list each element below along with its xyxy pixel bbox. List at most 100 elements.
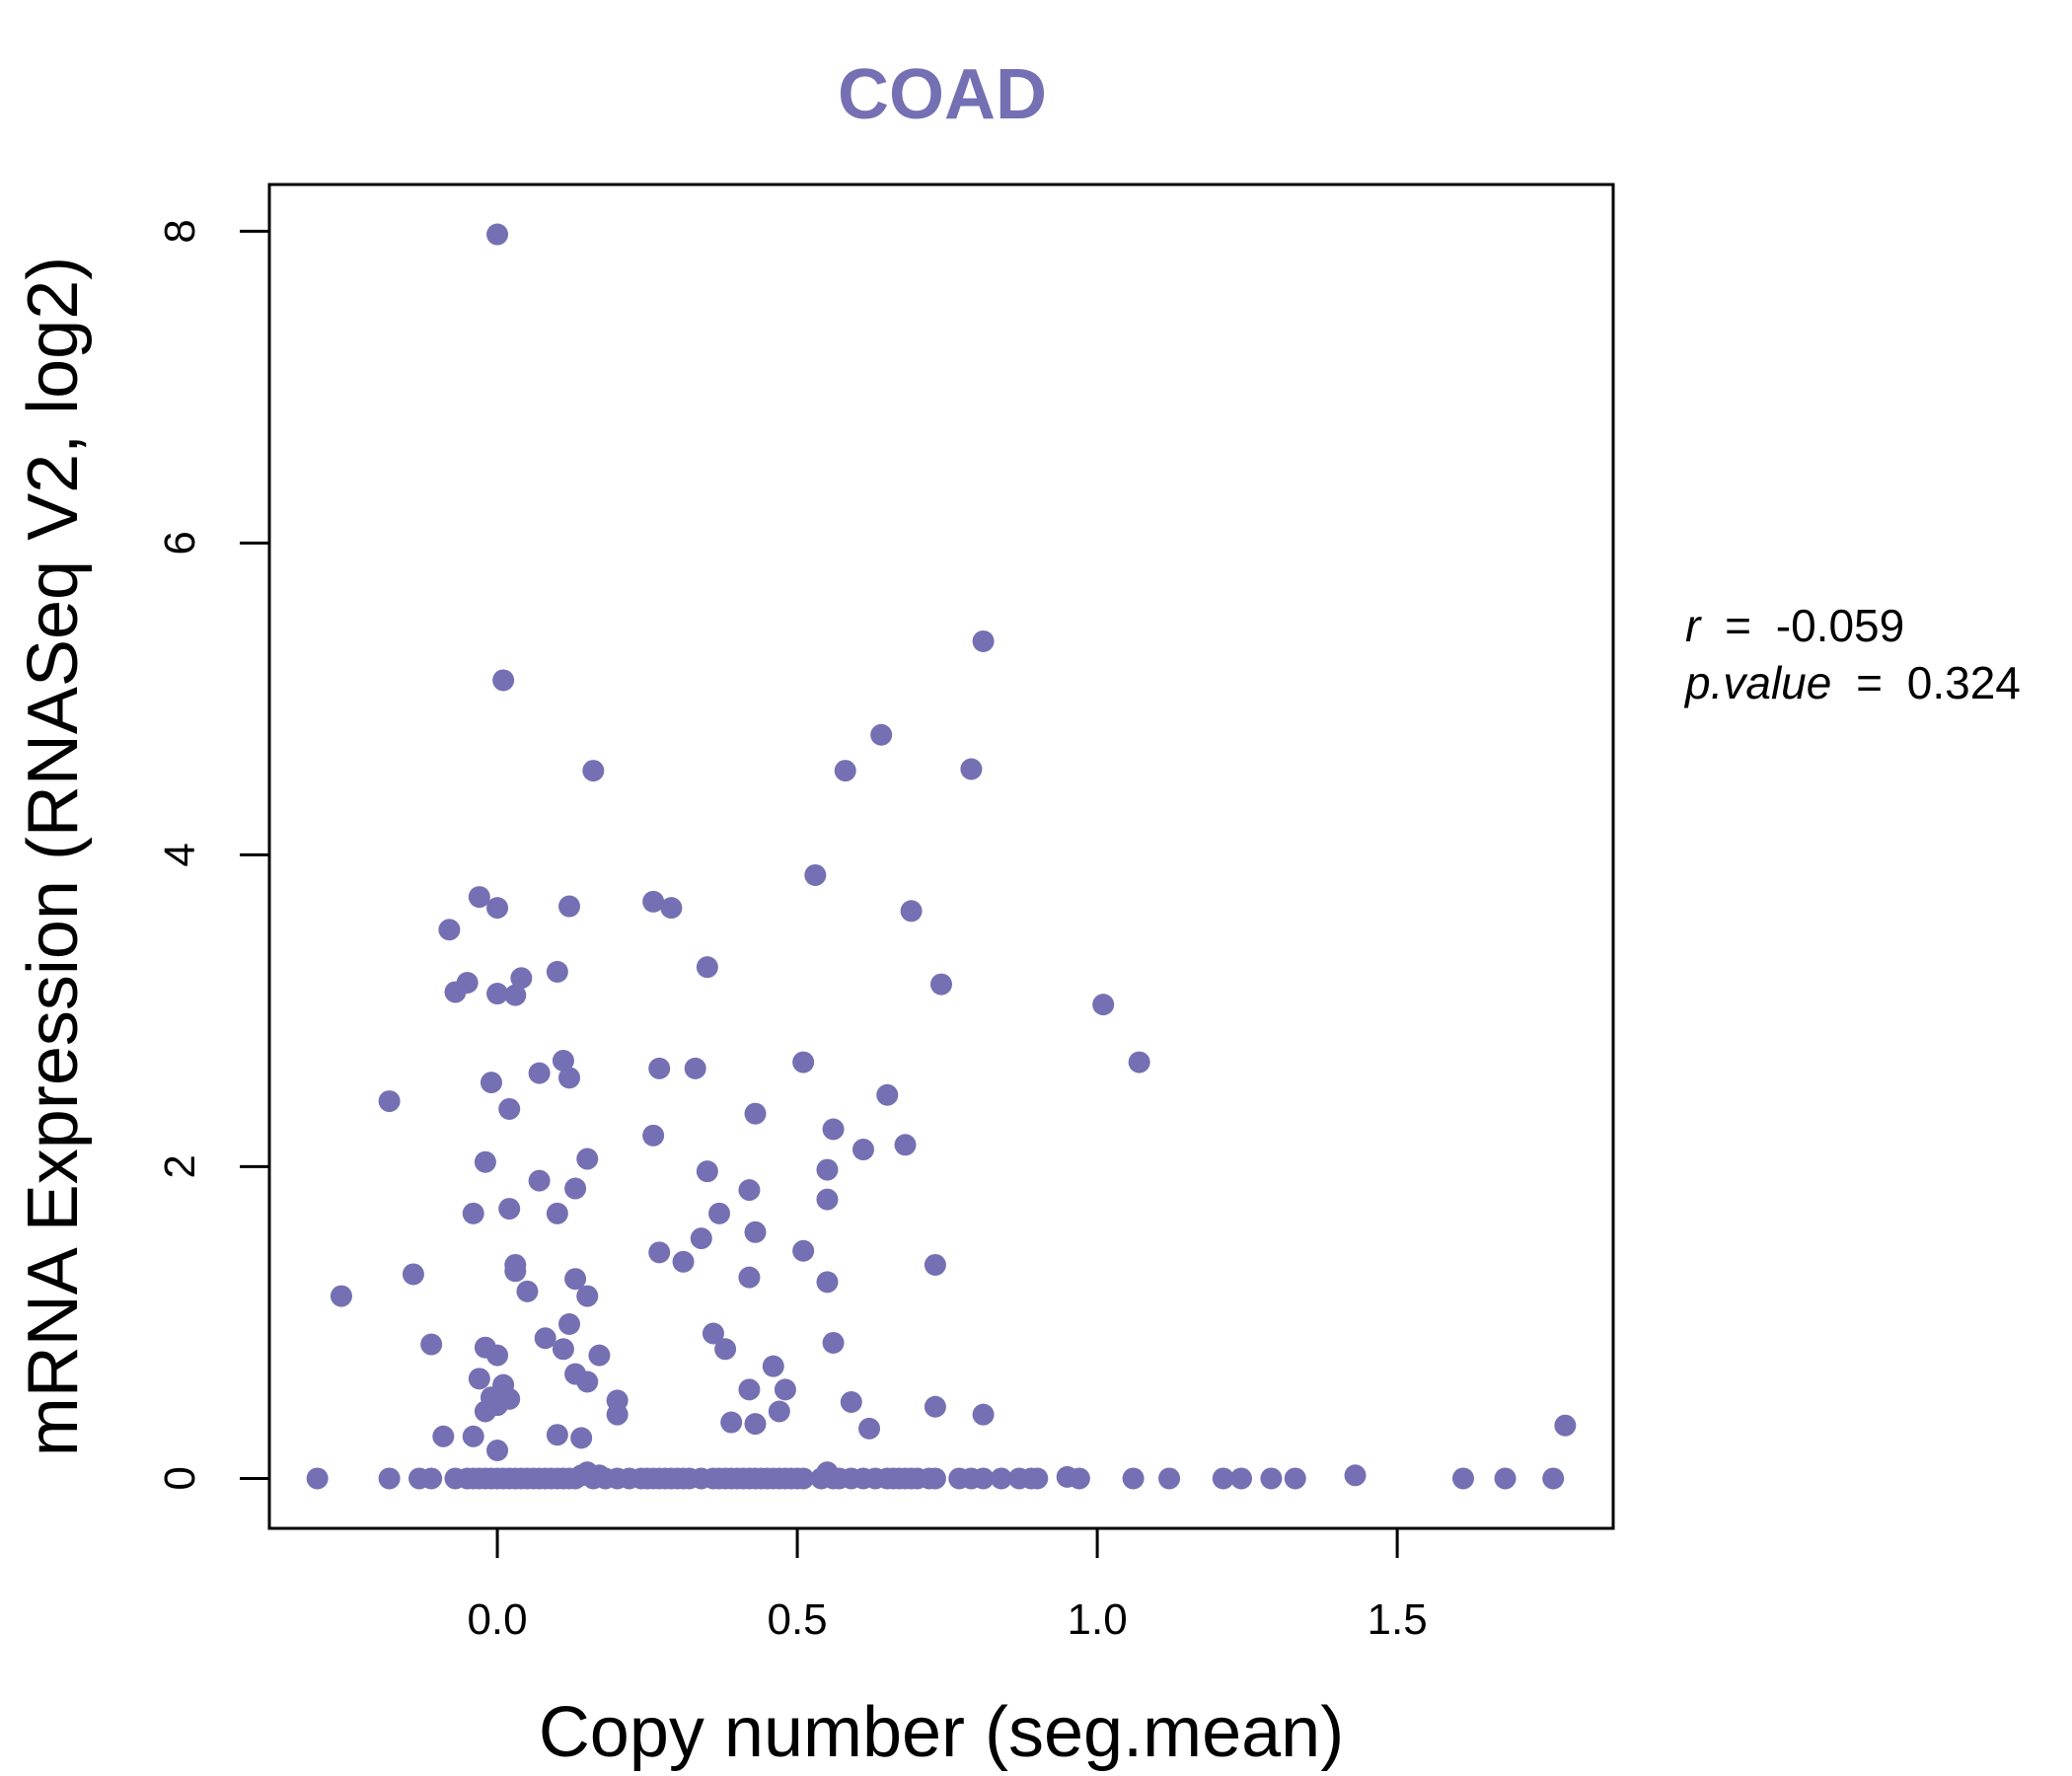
- data-point: [1092, 994, 1115, 1016]
- data-point: [1026, 1467, 1049, 1490]
- r-label: r: [1685, 600, 1702, 651]
- data-point: [1344, 1464, 1367, 1487]
- data-point: [552, 1338, 574, 1361]
- data-point: [420, 1467, 443, 1490]
- data-point: [924, 1395, 946, 1418]
- data-point: [534, 1327, 556, 1350]
- p-value: 0.324: [1907, 657, 2021, 708]
- x-tick-label: 1.5: [1368, 1595, 1428, 1644]
- data-point: [702, 1322, 724, 1345]
- data-point: [744, 1102, 767, 1125]
- data-point: [792, 1051, 815, 1073]
- data-point: [924, 1253, 946, 1276]
- data-point: [558, 895, 581, 918]
- data-point: [1122, 1467, 1145, 1490]
- data-point: [684, 1057, 706, 1079]
- p-label: p.value: [1683, 657, 1831, 708]
- data-point: [420, 1333, 443, 1356]
- data-point: [1284, 1467, 1306, 1490]
- data-point: [564, 1177, 587, 1200]
- data-point: [564, 1268, 587, 1291]
- data-point: [642, 890, 665, 913]
- y-tick-label: 2: [156, 1154, 204, 1178]
- x-tick-label: 0.0: [467, 1595, 527, 1644]
- y-tick-label: 4: [156, 843, 204, 866]
- data-point: [546, 1202, 568, 1224]
- data-point: [1068, 1467, 1090, 1490]
- data-point: [558, 1067, 581, 1089]
- data-point: [576, 1147, 599, 1170]
- x-tick-label: 1.0: [1068, 1595, 1128, 1644]
- data-point: [432, 1425, 455, 1447]
- data-point: [588, 1344, 611, 1367]
- data-point: [576, 1285, 599, 1307]
- data-point: [546, 960, 568, 983]
- data-point: [480, 1072, 502, 1094]
- data-point: [738, 1179, 761, 1202]
- data-point: [558, 1313, 581, 1336]
- correlation-annotation: r = -0.059: [1685, 600, 1904, 651]
- data-point: [876, 1083, 899, 1106]
- data-point: [744, 1221, 767, 1243]
- data-point: [306, 1467, 329, 1490]
- data-point: [690, 1227, 712, 1250]
- data-point: [792, 1467, 815, 1490]
- p-value-annotation: p.value = 0.324: [1683, 657, 2021, 708]
- data-point: [744, 1413, 767, 1436]
- data-point: [672, 1250, 695, 1273]
- data-point: [816, 1188, 839, 1211]
- data-point: [462, 1202, 484, 1224]
- data-point: [708, 1202, 731, 1224]
- data-point: [546, 1424, 568, 1446]
- data-point: [834, 760, 856, 782]
- data-point: [816, 1158, 839, 1181]
- data-points: [306, 223, 1577, 1490]
- data-point: [648, 1057, 671, 1079]
- data-point: [402, 1263, 424, 1286]
- data-point: [576, 1370, 599, 1393]
- data-point: [738, 1378, 761, 1401]
- data-point: [486, 223, 509, 246]
- data-point: [330, 1285, 352, 1307]
- data-point: [894, 1134, 917, 1156]
- data-point: [972, 629, 995, 652]
- data-point: [510, 967, 533, 990]
- data-point: [930, 973, 952, 996]
- data-point: [972, 1467, 995, 1490]
- data-point: [792, 1239, 815, 1262]
- data-point: [486, 1344, 509, 1367]
- data-point: [582, 760, 605, 782]
- y-axis-label: mRNA Expression (RNASeq V2, log2): [14, 257, 93, 1456]
- data-point: [528, 1062, 551, 1084]
- data-point: [696, 1160, 718, 1183]
- data-point: [1158, 1467, 1181, 1490]
- data-point: [720, 1411, 743, 1434]
- data-point: [822, 1118, 845, 1141]
- data-point: [492, 669, 515, 692]
- chart-title: COAD: [838, 55, 1047, 134]
- data-point: [1128, 1051, 1150, 1073]
- data-point: [762, 1355, 784, 1377]
- data-point: [1230, 1467, 1253, 1490]
- y-tick-label: 6: [156, 531, 204, 555]
- data-point: [900, 900, 923, 923]
- data-point: [768, 1400, 790, 1423]
- data-point: [804, 863, 827, 886]
- x-tick-label: 0.5: [767, 1595, 827, 1644]
- data-point: [570, 1427, 593, 1449]
- data-point: [486, 983, 509, 1005]
- data-point: [606, 1403, 629, 1426]
- data-point: [1260, 1467, 1283, 1490]
- data-point: [738, 1266, 761, 1289]
- data-point: [528, 1169, 551, 1192]
- data-point: [504, 984, 527, 1006]
- data-point: [660, 897, 683, 920]
- data-point: [972, 1403, 995, 1426]
- data-point: [822, 1331, 845, 1354]
- data-point: [474, 1150, 496, 1173]
- data-point: [696, 956, 718, 979]
- r-value: -0.059: [1776, 600, 1904, 651]
- y-tick-label: 8: [156, 219, 204, 243]
- x-axis-label: Copy number (seg.mean): [539, 1693, 1344, 1772]
